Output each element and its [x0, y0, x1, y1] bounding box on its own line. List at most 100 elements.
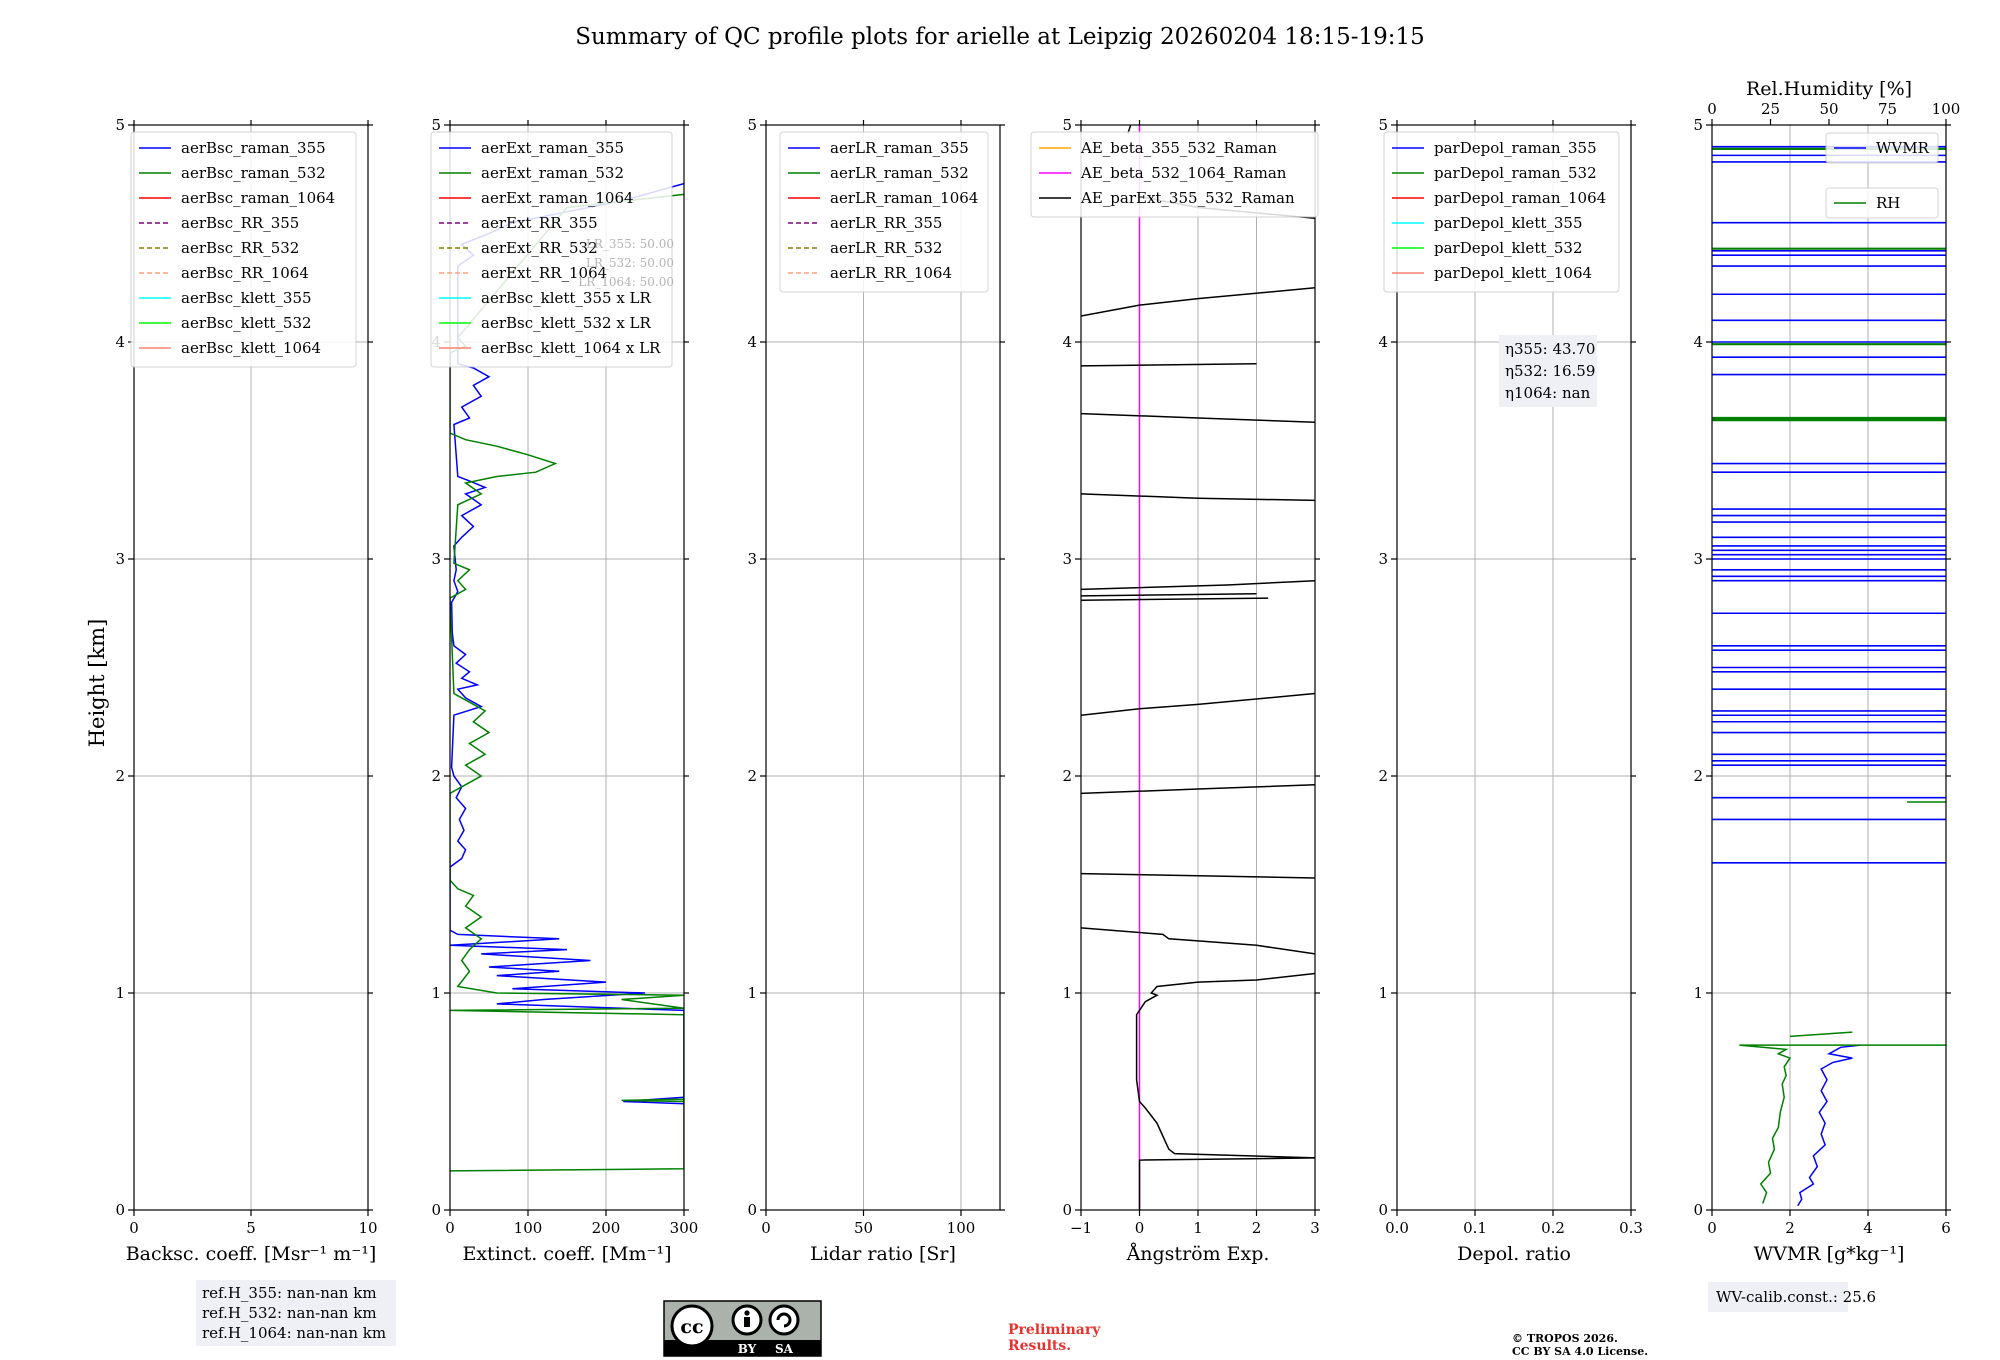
cc-license-badge: cc BY SA	[663, 1300, 822, 1357]
wv-calib-box: WV-calib.const.: 25.6	[1708, 1282, 1876, 1312]
panel-lidar_ratio: 0 50 100 0 1 2 3 4 5 Lidar ratio [Sr] aerLR_raman_…	[747, 116, 1005, 1265]
x-tick-label: 5	[246, 1219, 256, 1237]
y-tick-label: 0	[747, 1201, 757, 1219]
legend-label: parDepol_raman_355	[1434, 139, 1597, 157]
lidar-ratio-note: LR_532: 50.00	[586, 256, 674, 270]
y-tick-label: 1	[431, 984, 441, 1002]
legend-label: AE_beta_532_1064_Raman	[1080, 164, 1287, 182]
wv-calib-constant: WV-calib.const.: 25.6	[1716, 1288, 1876, 1306]
ref-heights-box: ref.H_355: nan-nan km ref.H_532: nan-nan…	[196, 1280, 396, 1346]
legend: aerLR_raman_355 aerLR_raman_532 aerLR_rama…	[779, 131, 989, 293]
legend-label: aerBsc_raman_355	[181, 139, 326, 157]
x-tick-label: 0.3	[1619, 1219, 1643, 1237]
x-tick-label: 6	[1941, 1219, 1951, 1237]
y-tick-label: 3	[1062, 550, 1072, 568]
preliminary-line-1: Preliminary	[1008, 1322, 1101, 1338]
y-tick-label: 3	[431, 550, 441, 568]
legend-label: aerBsc_klett_355	[181, 289, 312, 307]
axes-frame	[1396, 124, 1632, 1211]
panel-wvmr_rh: 0 2 4 6 0 1 2 3 4 5 WVMR [g*kg⁻¹] 0 25 50 75 100 Rel.Hum…	[1693, 78, 1960, 1265]
top-tick-label: 0	[1707, 100, 1717, 118]
annotation-box: LR_355: 50.00 LR_532: 50.00 LR_1064: 50.00	[578, 237, 674, 289]
legend: AE_beta_355_532_Raman AE_beta_532_1064_Ra…	[1030, 131, 1319, 218]
panel-extinction: 0100200300012345Extinct. coeff. [Mm⁻¹]ae…	[430, 116, 699, 1265]
annotation-box: η355: 43.70 η532: 16.59 η1064: nan	[1499, 335, 1597, 407]
legend-label: aerBsc_RR_1064	[181, 264, 309, 282]
legend-label: aerExt_raman_355	[481, 139, 624, 157]
legend-label: parDepol_klett_532	[1434, 239, 1583, 257]
legend: parDepol_raman_355 parDepol_raman_532 parD…	[1383, 131, 1620, 293]
y-tick-label: 2	[1062, 767, 1072, 785]
y-tick-label: 0	[1062, 1201, 1072, 1219]
license-by-label: BY	[738, 1342, 757, 1356]
x-tick-label: 10	[358, 1219, 377, 1237]
legend-label: aerBsc_RR_355	[181, 214, 299, 232]
copyright-line-1: © TROPOS 2026.	[1512, 1332, 1618, 1345]
legend-label: aerLR_raman_532	[830, 164, 969, 182]
series-line-AE_parExt_355_532_Raman	[1081, 597, 1269, 601]
legend-label: aerBsc_raman_532	[181, 164, 326, 182]
legend-label: parDepol_klett_355	[1434, 214, 1583, 232]
y-tick-label: 1	[115, 984, 125, 1002]
top-tick-label: 75	[1878, 100, 1897, 118]
legend-label: aerLR_raman_355	[830, 139, 969, 157]
y-axis-label: Height [km]	[85, 619, 109, 748]
legend-label: AE_parExt_355_532_Raman	[1080, 189, 1295, 207]
legend-label: aerBsc_klett_355 x LR	[481, 289, 652, 307]
legend-label: parDepol_klett_1064	[1434, 264, 1592, 282]
legend-label: aerBsc_klett_532 x LR	[481, 314, 652, 332]
preliminary-note: Preliminary Results.	[1008, 1322, 1101, 1354]
panel-depolarization: 0.0 0.1 0.2 0.3 0 1 2 3 4 5 Depol. ratio parDepol_r…	[1378, 116, 1642, 1265]
ref-height-532: ref.H_532: nan-nan km	[202, 1304, 377, 1322]
y-tick-label: 1	[1693, 984, 1703, 1002]
x-tick-label: 50	[854, 1219, 873, 1237]
x-tick-label: 200	[592, 1219, 621, 1237]
x-tick-label: 4	[1863, 1219, 1873, 1237]
y-tick-label: 2	[1378, 767, 1388, 785]
x-tick-label: 3	[1310, 1219, 1320, 1237]
y-tick-label: 4	[1378, 333, 1388, 351]
license-sa-label: SA	[775, 1342, 794, 1356]
legend-label: aerBsc_klett_1064	[181, 339, 321, 357]
series-line-AE_parExt_355_532_Raman	[1081, 579, 1315, 591]
y-tick-label: 4	[747, 333, 757, 351]
x-tick-label: 0	[1135, 1219, 1145, 1237]
svg-text:cc: cc	[680, 1316, 703, 1338]
legend-label: aerBsc_raman_1064	[181, 189, 335, 207]
axes-frame	[765, 124, 1001, 1211]
legend-label: aerExt_raman_532	[481, 164, 624, 182]
legend-label: RH	[1876, 194, 1900, 212]
series-line-AE_parExt_355_532_Raman	[1081, 287, 1315, 317]
panel-backscatter: 0 5 10 0 1 2 3 4 5 Backsc. coeff. [Msr⁻¹ m⁻¹] aerB…	[115, 116, 377, 1265]
series-line-AE_parExt_355_532_Raman	[1081, 592, 1257, 597]
x-tick-label: 0	[1707, 1219, 1717, 1237]
series-line-AE_parExt_355_532_Raman	[1081, 872, 1315, 879]
y-tick-label: 0	[115, 1201, 125, 1219]
legend: aerExt_raman_355 aerExt_raman_532 aerExt_r…	[430, 131, 673, 368]
y-tick-label: 4	[115, 333, 125, 351]
y-tick-label: 3	[1693, 550, 1703, 568]
x-tick-label: −1	[1070, 1219, 1092, 1237]
legend-label: aerLR_RR_532	[830, 239, 942, 257]
legend-label: aerLR_raman_1064	[830, 189, 978, 207]
y-tick-label: 2	[115, 767, 125, 785]
x-axis-label: Ångström Exp.	[1126, 1243, 1270, 1265]
y-tick-label: 0	[431, 1201, 441, 1219]
legend-label: aerExt_RR_1064	[481, 264, 607, 282]
y-tick-label: 3	[747, 550, 757, 568]
y-tick-label: 5	[115, 116, 125, 134]
series-line-AE_parExt_355_532_Raman	[1081, 493, 1315, 502]
legend-label: parDepol_raman_532	[1434, 164, 1597, 182]
x-tick-label: 0.1	[1463, 1219, 1487, 1237]
x-tick-label: 2	[1252, 1219, 1262, 1237]
x-tick-label: 300	[670, 1219, 699, 1237]
x-axis-label: WVMR [g*kg⁻¹]	[1754, 1243, 1905, 1265]
legend: aerBsc_raman_355 aerBsc_raman_532 aerBsc_r…	[130, 131, 357, 368]
series-line-AE_parExt_355_532_Raman	[1135, 972, 1315, 1159]
y-tick-label: 2	[747, 767, 757, 785]
legend-label: aerExt_RR_355	[481, 214, 598, 232]
series-line-WVMR	[1797, 1044, 1861, 1207]
legend-label: aerLR_RR_355	[830, 214, 942, 232]
legend-label: aerBsc_klett_1064 x LR	[481, 339, 661, 357]
